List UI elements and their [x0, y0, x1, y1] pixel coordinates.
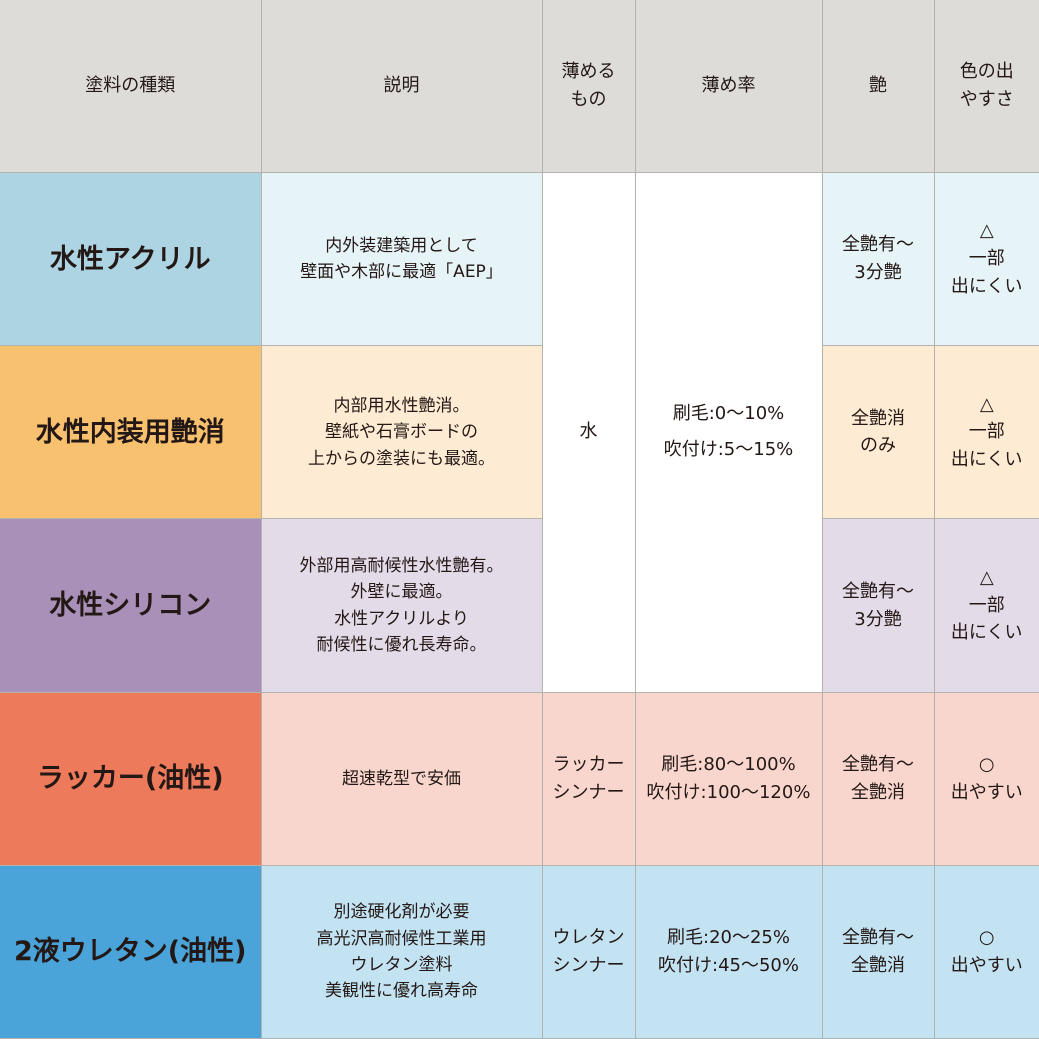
- paint-name: 水性シリコン: [0, 518, 262, 693]
- ratio-cell: 刷毛:80〜100% 吹付け:100〜120%: [634, 691, 823, 866]
- gloss-cell: 全艶消 のみ: [821, 345, 935, 520]
- thinner-cell-merged: 水: [541, 172, 636, 693]
- header-description: 説明: [260, 0, 543, 174]
- header-color-ease: 色の出 やすさ: [933, 0, 1039, 174]
- ratio-cell: 刷毛:20〜25% 吹付け:45〜50%: [634, 864, 823, 1039]
- paint-name: ラッカー(油性): [0, 691, 262, 866]
- table-row: 水性アクリル 内外装建築用として 壁面や木部に最適「AEP」 水 刷毛:0〜10…: [0, 172, 1039, 693]
- thinner-cell: ラッカー シンナー: [541, 691, 636, 866]
- gloss-cell: 全艶有〜 全艶消: [821, 864, 935, 1039]
- gloss-cell: 全艶有〜 3分艶: [821, 518, 935, 693]
- ratio-cell-merged: 刷毛:0〜10% 吹付け:5〜15%: [634, 172, 823, 693]
- header-gloss: 艶: [821, 0, 935, 174]
- paint-name: 水性内装用艶消: [0, 345, 262, 520]
- color-ease-cell: ○ 出やすい: [933, 691, 1039, 866]
- description-cell: 外部用高耐候性水性艶有。 外壁に最適。 水性アクリルより 耐候性に優れ長寿命。: [260, 518, 543, 693]
- gloss-cell: 全艶有〜 全艶消: [821, 691, 935, 866]
- color-ease-cell: △ 一部 出にくい: [933, 518, 1039, 693]
- paint-name: 2液ウレタン(油性): [0, 864, 262, 1039]
- table-row: 水性内装用艶消 内部用水性艶消。 壁紙や石膏ボードの 上からの塗装にも最適。 全…: [0, 345, 1039, 520]
- header-thinner: 薄める もの: [541, 0, 636, 174]
- gloss-cell: 全艶有〜 3分艶: [821, 172, 935, 347]
- description-cell: 別途硬化剤が必要 高光沢高耐候性工業用 ウレタン塗料 美観性に優れ高寿命: [260, 864, 543, 1039]
- description-cell: 内外装建築用として 壁面や木部に最適「AEP」: [260, 172, 543, 347]
- color-ease-cell: △ 一部 出にくい: [933, 172, 1039, 347]
- header-paint-type: 塗料の種類: [0, 0, 262, 174]
- color-ease-cell: △ 一部 出にくい: [933, 345, 1039, 520]
- paint-name: 水性アクリル: [0, 172, 262, 347]
- table-row: ラッカー(油性) 超速乾型で安価 ラッカー シンナー 刷毛:80〜100% 吹付…: [0, 691, 1039, 866]
- table-row: 2液ウレタン(油性) 別途硬化剤が必要 高光沢高耐候性工業用 ウレタン塗料 美観…: [0, 864, 1039, 1039]
- description-cell: 内部用水性艶消。 壁紙や石膏ボードの 上からの塗装にも最適。: [260, 345, 543, 520]
- color-ease-cell: ○ 出やすい: [933, 864, 1039, 1039]
- header-ratio: 薄め率: [634, 0, 823, 174]
- thinner-cell: ウレタン シンナー: [541, 864, 636, 1039]
- header-row: 塗料の種類 説明 薄める もの 薄め率 艶 色の出 やすさ: [0, 0, 1039, 174]
- description-cell: 超速乾型で安価: [260, 691, 543, 866]
- table-row: 水性シリコン 外部用高耐候性水性艶有。 外壁に最適。 水性アクリルより 耐候性に…: [0, 518, 1039, 693]
